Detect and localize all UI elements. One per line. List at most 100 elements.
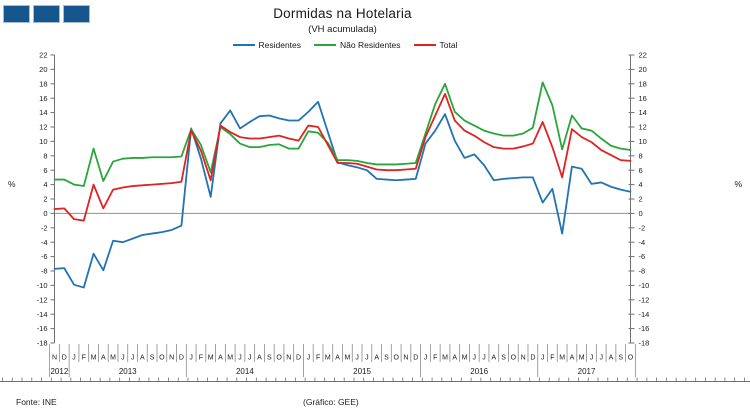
year-label: 2014 — [236, 367, 254, 376]
y-tick-label: 2 — [43, 195, 47, 204]
month-label: N — [52, 355, 57, 362]
y-tick-label: -18 — [639, 339, 650, 348]
month-label: S — [267, 355, 272, 362]
logo-square — [63, 5, 90, 23]
y-tick-label: 10 — [39, 137, 47, 146]
month-label: J — [599, 355, 603, 362]
series-line-2 — [53, 92, 632, 222]
month-label: M — [91, 355, 97, 362]
month-label: A — [374, 355, 379, 362]
legend-line-swatch — [413, 44, 436, 46]
month-label: M — [442, 355, 448, 362]
month-label: J — [121, 355, 125, 362]
month-label: N — [169, 355, 174, 362]
y-tick-label: -4 — [639, 238, 646, 247]
month-label: M — [462, 355, 468, 362]
month-label: O — [159, 355, 165, 362]
y-tick-label: 0 — [639, 209, 643, 218]
month-label: N — [286, 355, 291, 362]
y-tick-label: 4 — [639, 180, 643, 189]
y-tick-label: -16 — [639, 324, 650, 333]
y-tick-label: 6 — [639, 166, 643, 175]
y-tick-label: -6 — [639, 252, 646, 261]
month-label: D — [62, 355, 67, 362]
y-tick-label: 20 — [39, 65, 47, 74]
month-label: F — [433, 355, 437, 362]
y-tick-label: -2 — [41, 223, 48, 232]
y-tick-label: -6 — [41, 252, 48, 261]
y-tick-label: -12 — [37, 295, 48, 304]
month-label: O — [628, 355, 634, 362]
y-tick-label: 4 — [43, 180, 47, 189]
month-label: J — [238, 355, 242, 362]
page-title: Dormidas na Hotelaria — [273, 6, 412, 21]
logo-square — [3, 5, 30, 23]
legend-item: Não Residentes — [314, 40, 401, 50]
month-label: F — [199, 355, 203, 362]
month-label: D — [179, 355, 184, 362]
month-label: A — [140, 355, 145, 362]
month-label: M — [227, 355, 233, 362]
month-label: A — [609, 355, 614, 362]
y-tick-label: -10 — [37, 281, 48, 290]
month-label: J — [248, 355, 252, 362]
page-subtitle: (VH acumulada) — [308, 24, 377, 35]
y-tick-label: -16 — [37, 324, 48, 333]
month-label: S — [501, 355, 506, 362]
y-tick-label: 14 — [639, 108, 647, 117]
month-label: F — [82, 355, 86, 362]
y-tick-label: 20 — [639, 65, 647, 74]
y-tick-label: 10 — [639, 137, 647, 146]
series-line-0 — [53, 100, 632, 289]
month-label: O — [393, 355, 399, 362]
y-tick-label: -2 — [639, 223, 646, 232]
y-tick-label: 14 — [39, 108, 47, 117]
percent-label-left: % — [8, 179, 16, 189]
chart-header: Dormidas na Hotelaria (VH acumulada) — [0, 6, 685, 35]
month-label: J — [355, 355, 359, 362]
year-label: 2016 — [470, 367, 488, 376]
y-tick-label: -14 — [37, 310, 48, 319]
month-label: A — [570, 355, 575, 362]
month-label: F — [550, 355, 554, 362]
y-tick-label: 18 — [39, 79, 47, 88]
month-label: J — [541, 355, 545, 362]
year-label: 2012 — [50, 367, 68, 376]
percent-label-right: % — [734, 179, 742, 189]
series-line-1 — [53, 81, 632, 187]
year-label: 2017 — [578, 367, 596, 376]
footer-source: Fonte: INE — [16, 397, 57, 407]
legend-item-label: Total — [439, 40, 458, 50]
y-tick-label: -12 — [639, 295, 650, 304]
month-label: J — [365, 355, 369, 362]
y-tick-label: -14 — [639, 310, 650, 319]
y-tick-label: 12 — [39, 123, 47, 132]
month-label: N — [403, 355, 408, 362]
month-label: M — [344, 355, 350, 362]
month-label: A — [101, 355, 106, 362]
month-label: J — [590, 355, 594, 362]
month-label: D — [413, 355, 418, 362]
month-label: F — [316, 355, 320, 362]
y-tick-label: 2 — [639, 195, 643, 204]
y-tick-label: 8 — [639, 151, 643, 160]
month-label: A — [452, 355, 457, 362]
month-label: J — [473, 355, 477, 362]
month-label: A — [257, 355, 262, 362]
year-label: 2013 — [119, 367, 137, 376]
year-label: 2015 — [353, 367, 371, 376]
legend-line-swatch — [314, 44, 337, 46]
month-label: M — [110, 355, 116, 362]
y-tick-label: 16 — [39, 94, 47, 103]
month-label: J — [72, 355, 76, 362]
month-label: O — [276, 355, 282, 362]
y-tick-label: 12 — [639, 123, 647, 132]
month-label: D — [296, 355, 301, 362]
month-label: S — [150, 355, 155, 362]
logo-square — [33, 5, 60, 23]
legend-item: Residentes — [232, 40, 301, 50]
legend: Residentes Não Residentes Total — [0, 40, 690, 50]
logo-squares — [3, 5, 90, 23]
